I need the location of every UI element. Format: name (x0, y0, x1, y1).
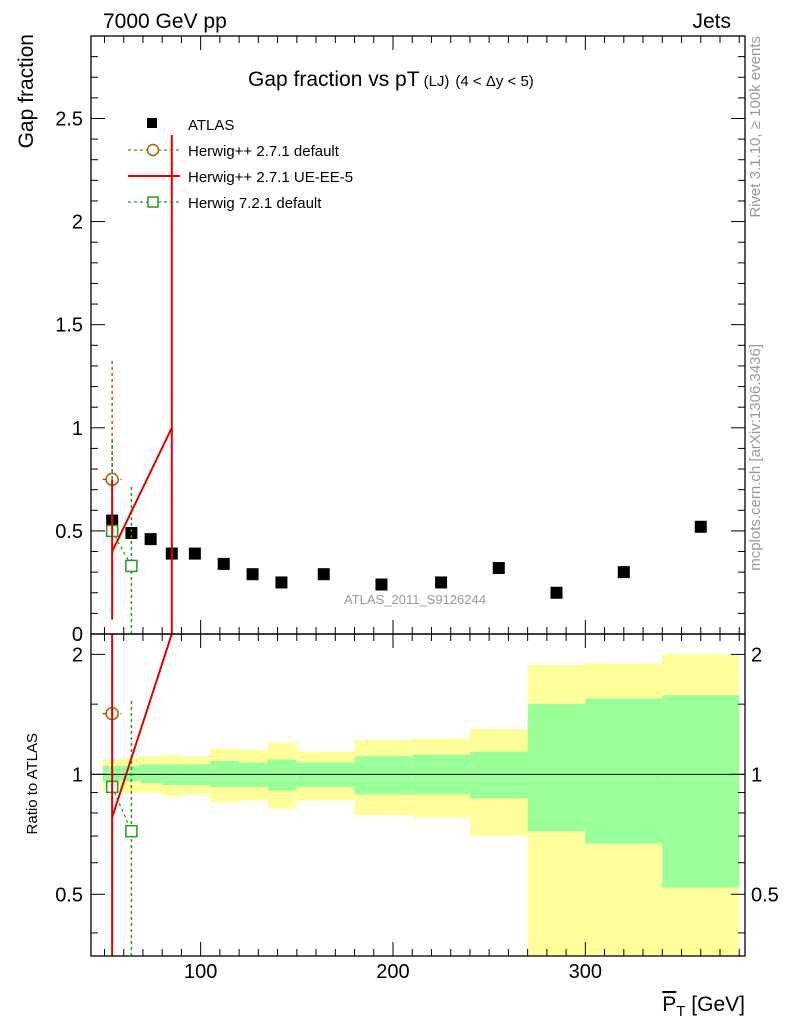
green-band-12 (527, 704, 586, 832)
green-band-11 (469, 751, 528, 799)
herwig7-ratio-line (111, 786, 132, 832)
atlas-point-13 (617, 566, 630, 579)
atlas-point-5 (217, 557, 230, 570)
ratio-ytick-label-right-2: 2 (751, 644, 762, 666)
x-axis-label: PT [GeV] (662, 993, 745, 1020)
ratio-series (102, 633, 173, 956)
header-left: 7000 GeV pp (103, 10, 227, 33)
legend-atlas-marker (147, 118, 157, 128)
atlas-point-10 (435, 576, 448, 589)
ratio-ylabel: Ratio to ATLAS (24, 733, 41, 834)
atlas-point-9 (375, 578, 388, 591)
green-band-13 (585, 698, 663, 844)
main-ylabel: Gap fraction (15, 34, 38, 148)
uncertainty-bands (91, 654, 745, 956)
axes-frames (90, 35, 746, 957)
chart-title-cut: (4 < Δy < 5) (455, 73, 533, 90)
ratio-ytick-label-right-0: 0.5 (751, 884, 779, 906)
legend-herwig7-label: Herwig 7.2.1 default (188, 195, 322, 212)
x-axis-label-p: P (662, 993, 676, 1016)
main-ytick-label-3: 1.5 (55, 315, 83, 337)
rivet-label: Rivet 3.1.10, ≥ 100k events (747, 36, 764, 218)
herwig7-point-1 (125, 559, 138, 573)
main-ytick-label-5: 2.5 (55, 108, 83, 130)
axis-ticks: 0 0.5 1 1.5 2 2.5 0.5 0.5 1 1 2 2 100 200 300 (55, 36, 779, 983)
chart-title-sub: (LJ) (424, 73, 450, 90)
green-band-9 (354, 756, 413, 795)
ratio-ytick-label-2: 2 (72, 644, 83, 666)
atlas-point-8 (317, 568, 330, 581)
herwigpp-ueee5-line (111, 427, 173, 552)
legend-herwigpp-default-marker (146, 143, 160, 157)
header-right: Jets (692, 10, 731, 33)
herwig7-ratio-point-1 (125, 824, 138, 838)
atlas-point-2 (144, 533, 157, 546)
atlas-point-14 (694, 520, 707, 533)
main-series (102, 134, 707, 634)
x-tick-label-2: 300 (569, 961, 602, 983)
x-tick-label-0: 100 (184, 961, 217, 983)
main-ytick-label-1: 0.5 (55, 521, 83, 543)
main-ytick-label-2: 1 (72, 418, 83, 440)
chart-title: Gap fraction vs pT (LJ) (4 < Δy < 5) (248, 68, 534, 91)
legend-atlas-label: ATLAS (188, 117, 234, 134)
atlas-point-6 (246, 568, 259, 581)
ratio-ytick-label-0: 0.5 (55, 884, 83, 906)
legend: ATLAS Herwig++ 2.7.1 default Herwig++ 2.… (128, 117, 353, 212)
ratio-ytick-label-1: 1 (72, 764, 83, 786)
green-band-7 (267, 759, 297, 791)
herwigpp-ueee5-ratio-line (111, 633, 173, 818)
legend-herwigpp-ueee5-label: Herwig++ 2.7.1 UE-EE-5 (188, 169, 353, 186)
analysis-tag: ATLAS_2011_S9126244 (344, 592, 486, 607)
x-axis-label-t: T (676, 1003, 685, 1020)
green-band-14 (662, 695, 740, 888)
x-axis-label-unit: [GeV] (685, 993, 745, 1016)
atlas-point-12 (550, 586, 563, 599)
main-ytick-label-0: 0 (72, 624, 83, 646)
atlas-point-1 (125, 526, 138, 539)
mcplots-label: mcplots.cern.ch [arXiv:1306.3436] (747, 344, 764, 571)
chart-title-main: Gap fraction vs pT (248, 68, 420, 91)
main-ytick-label-4: 2 (72, 212, 83, 234)
atlas-point-11 (492, 562, 505, 575)
atlas-point-4 (188, 547, 201, 560)
ratio-ytick-label-right-1: 1 (751, 764, 762, 786)
x-tick-label-1: 200 (376, 961, 409, 983)
green-band-2 (141, 764, 163, 784)
legend-herwig7-marker (147, 196, 159, 208)
legend-herwigpp-default-label: Herwig++ 2.7.1 default (188, 143, 340, 160)
ratio-frame (90, 633, 746, 957)
atlas-point-7 (275, 576, 288, 589)
